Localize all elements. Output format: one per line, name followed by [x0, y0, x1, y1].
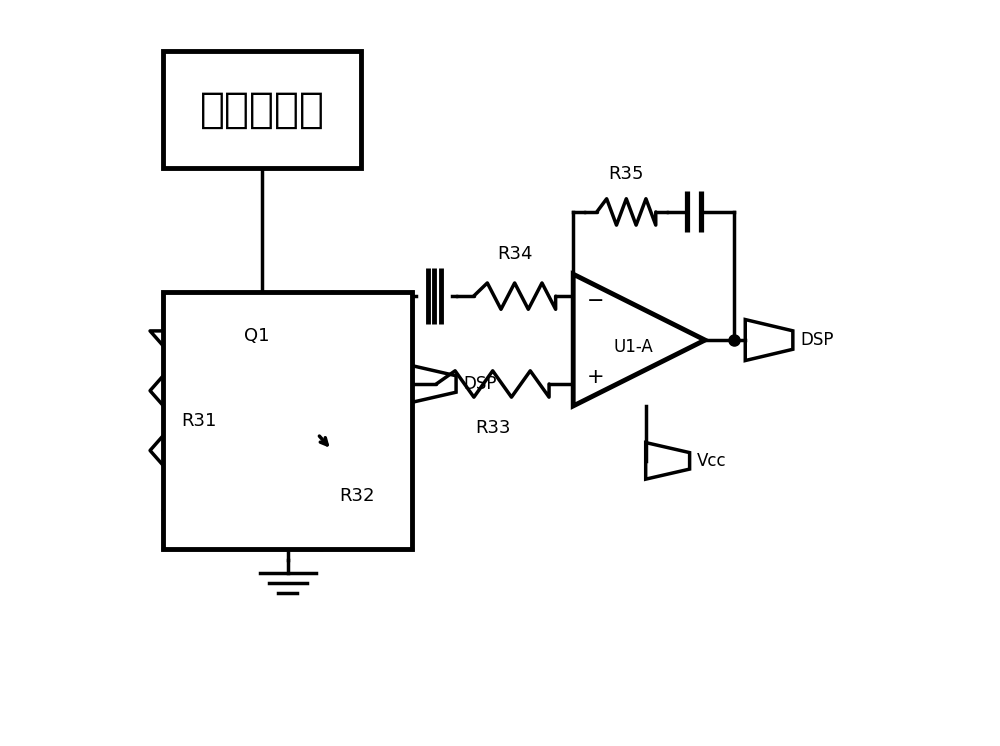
Text: R31: R31 [182, 412, 217, 430]
Text: R32: R32 [339, 486, 374, 504]
Text: DSP: DSP [463, 375, 497, 393]
Text: R33: R33 [475, 419, 510, 437]
FancyBboxPatch shape [163, 292, 412, 549]
Text: R35: R35 [609, 165, 644, 183]
Text: +: + [586, 367, 604, 387]
Polygon shape [233, 366, 269, 402]
Polygon shape [573, 275, 705, 406]
FancyBboxPatch shape [163, 51, 361, 168]
Text: Vcc: Vcc [697, 452, 727, 470]
Text: −: − [586, 291, 604, 311]
Text: Q1: Q1 [244, 327, 269, 345]
Text: U1-A: U1-A [613, 339, 653, 357]
Text: DSP: DSP [800, 331, 834, 349]
Text: 压缩机电流: 压缩机电流 [200, 89, 325, 131]
Text: R34: R34 [497, 245, 532, 263]
